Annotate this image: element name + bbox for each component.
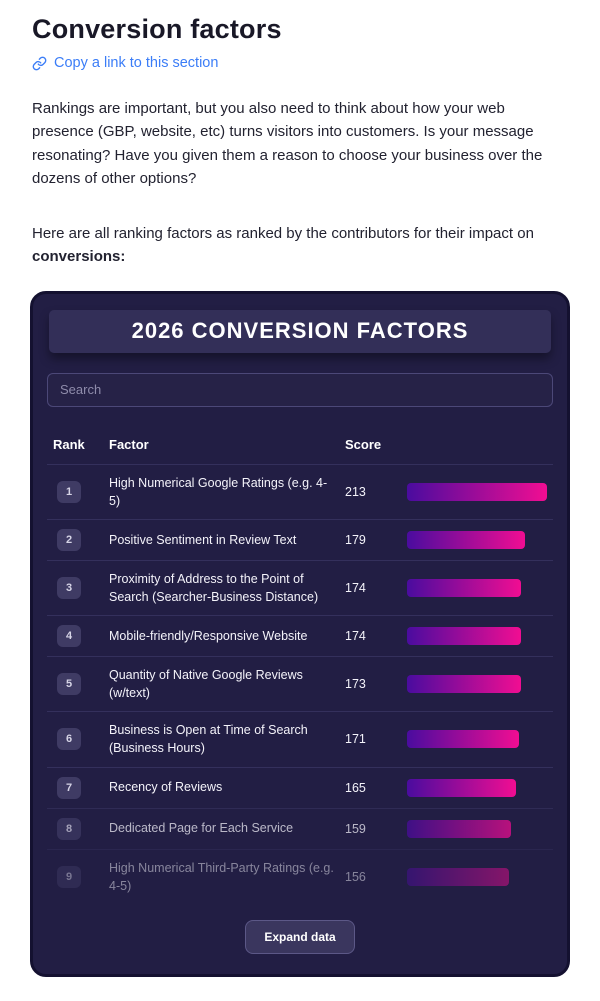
factor-label: Dedicated Page for Each Service xyxy=(109,821,294,836)
score-value: 165 xyxy=(345,780,366,795)
page-title: Conversion factors xyxy=(32,14,282,44)
table-row: 6 Business is Open at Time of Search (Bu… xyxy=(47,711,553,766)
score-bar xyxy=(407,578,522,597)
factor-label: Proximity of Address to the Point of Sea… xyxy=(109,571,319,604)
score-value: 171 xyxy=(345,732,366,747)
rank-badge: 2 xyxy=(57,528,81,551)
table-row: 9 High Numerical Third-Party Ratings (e.… xyxy=(47,848,553,904)
score-bar xyxy=(407,627,522,645)
intro-paragraph: Rankings are important, but you also nee… xyxy=(32,100,543,187)
score-bar xyxy=(407,867,510,886)
table-header: Rank Factor Score xyxy=(47,423,553,464)
score-value: 173 xyxy=(345,677,366,692)
score-value: 174 xyxy=(345,629,366,643)
factor-label: Positive Sentiment in Review Text xyxy=(109,532,297,547)
factor-label: High Numerical Google Ratings (e.g. 4-5) xyxy=(109,475,328,508)
score-value: 174 xyxy=(345,580,366,595)
factor-label: Business is Open at Time of Search (Busi… xyxy=(109,723,308,756)
score-value: 159 xyxy=(345,821,366,836)
score-value: 156 xyxy=(345,869,366,884)
factor-label: Quantity of Native Google Reviews (w/tex… xyxy=(109,668,303,701)
rank-badge: 1 xyxy=(57,480,81,503)
table-row: 7 Recency of Reviews 165 xyxy=(47,766,553,808)
table-row: 1 High Numerical Google Ratings (e.g. 4-… xyxy=(47,463,553,519)
table-row: 4 Mobile-friendly/Responsive Website 174 xyxy=(47,615,553,656)
lead-in-bold: conversions: xyxy=(32,248,126,266)
table-row: 3 Proximity of Address to the Point of S… xyxy=(47,559,553,615)
rank-badge: 4 xyxy=(57,625,81,647)
lead-in-text: Here are all ranking factors as ranked b… xyxy=(32,225,534,242)
factor-label: Recency of Reviews xyxy=(109,780,223,795)
rank-badge: 9 xyxy=(57,865,81,888)
score-bar xyxy=(407,482,547,501)
rank-badge: 8 xyxy=(57,817,81,840)
score-value: 179 xyxy=(345,532,366,547)
score-bar xyxy=(407,530,525,549)
lead-in-paragraph: Here are all ranking factors as ranked b… xyxy=(32,222,570,269)
score-bar xyxy=(407,730,520,749)
copy-link-label: Copy a link to this section xyxy=(54,55,219,71)
conversion-factors-widget: 2026 CONVERSION FACTORS Rank Factor Scor… xyxy=(30,290,570,977)
link-icon xyxy=(32,56,47,71)
rank-badge: 7 xyxy=(57,776,81,799)
widget-title: 2026 CONVERSION FACTORS xyxy=(49,309,551,353)
rank-column-header: Rank xyxy=(53,436,85,452)
score-bar xyxy=(407,819,512,838)
score-column-header: Score xyxy=(345,436,382,452)
factor-label: Mobile-friendly/Responsive Website xyxy=(109,628,308,643)
copy-section-link[interactable]: Copy a link to this section xyxy=(32,55,218,71)
rank-badge: 6 xyxy=(57,728,81,751)
table-row: 8 Dedicated Page for Each Service 159 xyxy=(47,807,553,849)
factor-column-header: Factor xyxy=(109,436,149,452)
search-input[interactable] xyxy=(47,372,553,407)
rank-badge: 3 xyxy=(57,576,81,599)
score-bar xyxy=(407,675,521,694)
table-row: 5 Quantity of Native Google Reviews (w/t… xyxy=(47,656,553,711)
expand-data-button[interactable]: Expand data xyxy=(245,919,355,954)
table-row: 2 Positive Sentiment in Review Text 179 xyxy=(47,518,553,560)
score-bar xyxy=(407,778,516,797)
rank-badge: 5 xyxy=(57,673,81,696)
factor-label: High Numerical Third-Party Ratings (e.g.… xyxy=(109,860,334,893)
score-value: 213 xyxy=(345,484,366,499)
